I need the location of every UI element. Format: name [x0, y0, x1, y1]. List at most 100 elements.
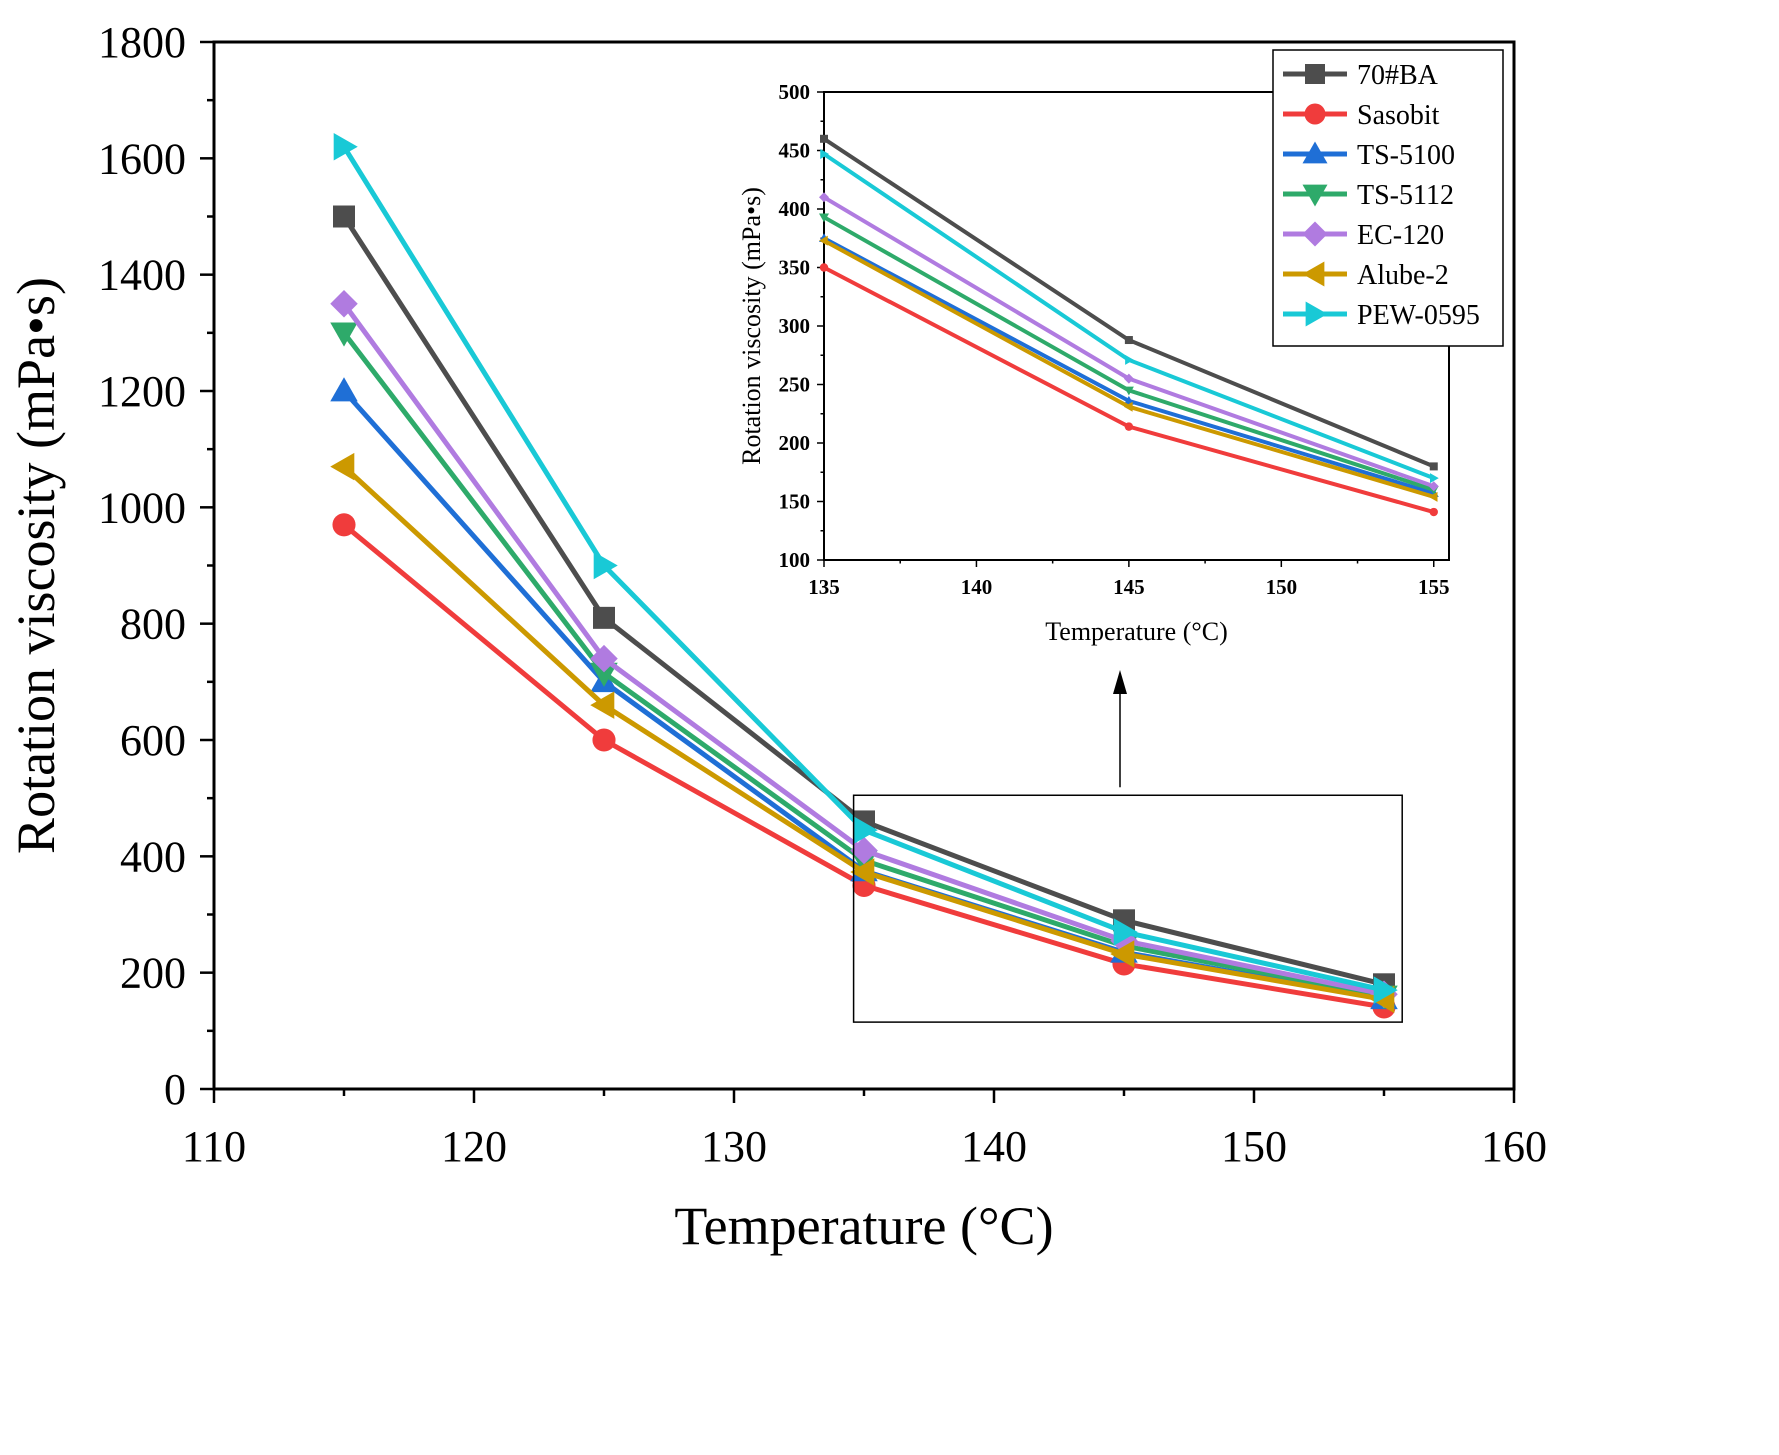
inset-point-ec-120: [1428, 481, 1439, 492]
legend-entry-70-ba: 70#BA: [1283, 60, 1439, 91]
zoom-region-box: [852, 794, 1403, 1023]
main-y-tick-label: 600: [120, 716, 186, 765]
main-point-ec-120: [590, 644, 618, 673]
main-series-pew-0595: [333, 132, 1398, 1004]
main-plot: 110 120 130 140 150 1600200400600800100012001…: [6, 18, 1547, 1256]
legend-label-ec-120: EC-120: [1357, 220, 1444, 251]
inset-point-ts-5112: [819, 213, 829, 223]
inset-y-tick-label: 350: [779, 256, 811, 280]
legend-entry-ts-5100: TS-5100: [1283, 140, 1455, 171]
main-series-alube-2: [330, 452, 1395, 1014]
inset-point-alube-2: [1428, 491, 1438, 502]
legend-label-sasobit: Sasobit: [1357, 100, 1440, 131]
main-point-70-ba: [333, 205, 355, 228]
main-x-tick-label: 130: [701, 1122, 767, 1171]
main-point-ec-120: [330, 290, 358, 318]
main-point-pew-0595: [1113, 918, 1138, 946]
main-y-axis-title: Rotation viscosity (mPa•s): [6, 277, 66, 854]
main-x-tick-label: 150: [1221, 1122, 1287, 1171]
zoom-arrow-head: [1113, 670, 1127, 694]
inset-y-tick-label: 100: [779, 548, 811, 572]
main-point-sasobit: [592, 728, 616, 752]
legend-marker-ec-120: [1302, 221, 1328, 247]
main-point-ec-120: [850, 836, 878, 865]
inset-point-pew-0595: [1430, 473, 1439, 484]
main-series-sasobit: [332, 513, 1396, 1019]
legend-entry-ts-5112: TS-5112: [1283, 180, 1454, 211]
legend-label-70-ba: 70#BA: [1357, 60, 1439, 91]
inset-series-alube-2: [819, 235, 1438, 502]
main-y-tick-label: 200: [120, 949, 186, 998]
inset-y-tick-label: 500: [779, 80, 811, 104]
main-x-axis-title: Temperature (°C): [674, 1196, 1053, 1256]
inset-point-ec-120: [819, 192, 829, 203]
legend-marker-ts-5112: [1302, 184, 1328, 207]
inset-y-axis-title: Rotation viscosity (mPa•s): [737, 187, 766, 465]
inset-point-ts-5100: [1123, 395, 1134, 405]
main-x-tick-label: 110: [182, 1122, 246, 1171]
main-point-pew-0595: [333, 132, 358, 161]
main-y-tick-label: 1600: [98, 134, 186, 183]
inset-point-70-ba: [1124, 336, 1133, 345]
inset-x-axis-title: Temperature (°C): [1045, 617, 1228, 646]
inset-y-tick-label: 250: [779, 373, 811, 397]
legend-entry-pew-0595: PEW-0595: [1283, 300, 1480, 331]
main-line-sasobit: [341, 522, 1387, 1010]
inset-x-tick-label: 145: [1113, 575, 1145, 599]
main-point-alube-2: [590, 691, 615, 719]
inset-series-pew-0595: [820, 149, 1439, 484]
main-point-sasobit: [332, 513, 356, 537]
inset-point-ec-120: [1123, 373, 1134, 384]
main-series-ts-5100: [330, 377, 1398, 1010]
main-point-pew-0595: [853, 816, 878, 844]
legend-label-alube-2: Alube-2: [1357, 260, 1449, 291]
inset-x-tick-label: 140: [961, 575, 993, 599]
inset-point-alube-2: [819, 235, 828, 246]
inset-y-tick-label: 150: [779, 490, 811, 514]
legend-entry-alube-2: Alube-2: [1283, 260, 1449, 291]
main-point-ts-5112: [330, 322, 358, 347]
inset-point-pew-0595: [1125, 354, 1134, 365]
main-y-tick-label: 400: [120, 832, 186, 881]
legend-marker-ts-5100: [1302, 141, 1328, 164]
main-point-pew-0595: [1373, 976, 1398, 1004]
legend-marker-70-ba: [1305, 64, 1325, 84]
main-y-tick-label: 0: [164, 1065, 186, 1114]
main-point-alube-2: [1110, 940, 1135, 968]
main-y-tick-label: 1000: [98, 483, 186, 532]
main-point-pew-0595: [593, 551, 618, 580]
inset-point-sasobit: [1429, 507, 1438, 517]
main-point-70-ba: [593, 606, 615, 629]
inset-plot: 135 140 145 150 155 100 150 200 250 300 350 400 450 5…: [737, 80, 1450, 646]
inset-series-ts-5112: [819, 213, 1439, 495]
inset-y-tick-label: 400: [779, 197, 811, 221]
legend-entry-sasobit: Sasobit: [1283, 100, 1440, 131]
main-point-ts-5112: [590, 662, 618, 687]
inset-point-alube-2: [1123, 401, 1133, 412]
legend-marker-sasobit: [1304, 103, 1326, 125]
main-y-tick-label: 1200: [98, 367, 186, 416]
legend-label-pew-0595: PEW-0595: [1357, 300, 1480, 331]
inset-point-ts-5112: [1123, 386, 1134, 396]
legend-marker-alube-2: [1302, 261, 1325, 287]
main-line-ts-5100: [341, 388, 1387, 1002]
legend-marker-pew-0595: [1305, 301, 1328, 327]
inset-y-tick-label: 300: [779, 314, 811, 338]
inset-y-tick-label: 450: [779, 139, 811, 163]
inset-point-70-ba: [820, 134, 828, 143]
inset-point-sasobit: [819, 263, 829, 272]
inset-y-tick-label: 200: [779, 431, 811, 455]
inset-point-70-ba: [1429, 462, 1438, 471]
inset-series-sasobit: [819, 263, 1438, 517]
inset-x-tick-label: 155: [1418, 575, 1450, 599]
inset-point-sasobit: [1124, 422, 1134, 431]
main-y-tick-label: 800: [120, 600, 186, 649]
main-y-tick-label: 1800: [98, 18, 186, 67]
inset-point-pew-0595: [820, 149, 829, 160]
legend-label-ts-5100: TS-5100: [1357, 140, 1455, 171]
zoom-indicator: [852, 670, 1403, 1023]
main-line-alube-2: [341, 464, 1387, 1002]
main-x-tick-label: 140: [961, 1122, 1027, 1171]
main-y-tick-label: 1400: [98, 251, 186, 300]
